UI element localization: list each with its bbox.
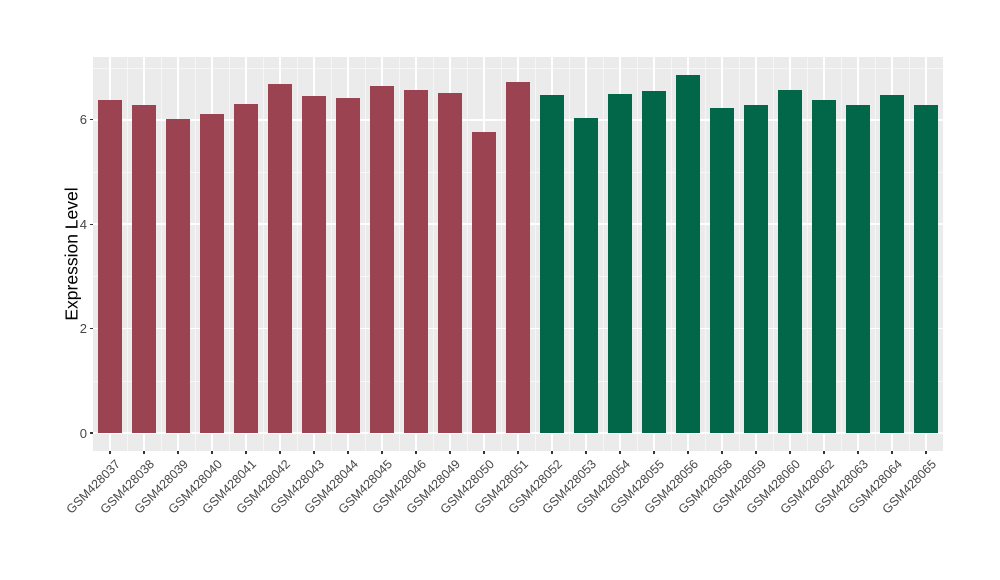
bar-GSM428058 [710,107,734,433]
bar-GSM428062 [812,99,836,433]
bar-GSM428042 [268,84,292,433]
bar-GSM428056 [676,74,700,433]
x-tick-mark [721,451,723,454]
gridline-x-minor [773,57,774,451]
gridline-x-minor [229,57,230,451]
x-tick-mark [381,451,383,454]
x-tick-mark [925,451,927,454]
gridline-x-minor [841,57,842,451]
bar-GSM428045 [370,86,394,433]
x-tick-mark [245,451,247,454]
gridline-x-minor [501,57,502,451]
x-tick-mark [449,451,451,454]
gridline-x-minor [399,57,400,451]
x-tick-mark [109,451,111,454]
gridline-x-minor [195,57,196,451]
x-tick-mark [415,451,417,454]
gridline-x-minor [603,57,604,451]
gridline-x-minor [365,57,366,451]
plot-panel [93,57,943,451]
bar-GSM428054 [608,93,632,433]
x-tick-mark [891,451,893,454]
x-tick-mark [823,451,825,454]
y-tick-label: 0 [79,425,87,441]
gridline-x-minor [807,57,808,451]
y-tick-label: 6 [79,112,87,128]
bar-GSM428055 [642,90,666,433]
bar-GSM428043 [302,96,326,433]
bar-GSM428065 [914,104,938,433]
bar-GSM428059 [744,105,768,433]
gridline-x-minor [433,57,434,451]
x-tick-mark [789,451,791,454]
gridline-x-minor [909,57,910,451]
bar-GSM428044 [336,97,360,433]
gridline-x-minor [705,57,706,451]
y-tick-mark [90,328,93,330]
y-tick-mark [90,119,93,121]
x-tick-mark [279,451,281,454]
y-tick-label: 4 [79,216,87,232]
bar-GSM428040 [200,113,224,433]
bar-GSM428037 [98,99,122,433]
x-tick-mark [313,451,315,454]
gridline-x-minor [671,57,672,451]
bar-GSM428051 [506,82,530,433]
gridline-x-minor [127,57,128,451]
bar-GSM428064 [880,94,904,433]
gridline-x-minor [467,57,468,451]
x-tick-mark [619,451,621,454]
x-tick-mark [551,451,553,454]
gridline-x-minor [569,57,570,451]
bar-GSM428049 [438,93,462,433]
x-tick-mark [143,451,145,454]
y-tick-mark [90,432,93,434]
x-tick-mark [687,451,689,454]
x-tick-mark [211,451,213,454]
bar-GSM428038 [132,105,156,433]
gridline-x-minor [263,57,264,451]
gridline-x-minor [739,57,740,451]
x-tick-mark [517,451,519,454]
y-axis-title: Expression Level [61,187,82,321]
x-tick-mark [483,451,485,454]
gridline-x-minor [297,57,298,451]
bar-GSM428063 [846,105,870,433]
bar-GSM428052 [540,94,564,433]
bar-GSM428050 [472,132,496,433]
gridline-x-minor [161,57,162,451]
bar-GSM428046 [404,89,428,433]
bar-GSM428039 [166,118,190,433]
x-tick-mark [755,451,757,454]
gridline-x-minor [875,57,876,451]
gridline-x-minor [637,57,638,451]
x-tick-mark [653,451,655,454]
y-tick-mark [90,223,93,225]
x-tick-mark [347,451,349,454]
x-tick-mark [857,451,859,454]
gridline-x-minor [331,57,332,451]
y-tick-label: 2 [79,321,87,337]
bar-GSM428041 [234,103,258,433]
x-tick-mark [177,451,179,454]
gridline-x-minor [535,57,536,451]
bar-GSM428060 [778,89,802,433]
x-tick-mark [585,451,587,454]
bar-GSM428053 [574,117,598,433]
